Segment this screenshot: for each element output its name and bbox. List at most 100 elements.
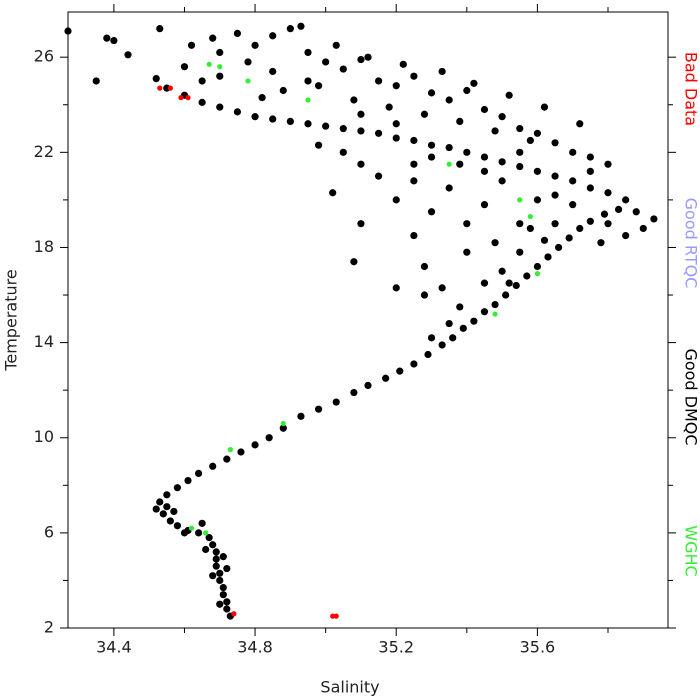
data-point [551,220,559,228]
data-point [604,189,612,197]
data-point [322,122,330,130]
data-point [498,177,506,185]
data-point [219,553,227,561]
data-point [459,324,467,332]
y-tick-label: 18 [34,237,54,256]
data-point [480,201,489,209]
y-tick-label: 6 [44,522,54,541]
data-point [188,525,195,531]
data-point [445,319,453,328]
data-point [217,64,223,70]
data-point [445,96,453,104]
data-point [410,177,418,185]
data-point [206,61,212,67]
data-point [163,503,171,511]
data-point [187,41,196,49]
data-point [569,177,577,185]
data-point [424,350,432,359]
data-point [159,510,167,518]
data-point [166,517,174,525]
data-point [219,583,227,592]
data-point [223,455,231,463]
data-point [163,491,171,499]
data-point [304,120,312,128]
data-point [216,600,224,608]
data-point [533,196,542,204]
data-point [463,86,471,95]
data-point [399,60,407,68]
data-point [244,58,252,66]
data-point [357,110,365,118]
data-point [463,220,471,228]
data-point [333,613,339,619]
data-point [470,317,478,325]
data-point [569,148,577,156]
data-point [470,79,478,87]
data-point [212,555,220,563]
data-point [576,120,584,128]
data-point [198,98,206,106]
data-point [534,271,541,277]
data-point [544,253,552,261]
data-point [586,184,594,192]
data-point [251,113,259,121]
data-point [604,160,612,168]
data-point [427,334,436,342]
data-point [540,236,549,244]
data-point [527,213,533,220]
data-point [438,284,446,292]
data-point [533,129,542,137]
data-point [357,160,365,168]
data-point [427,141,436,149]
data-point [173,484,182,492]
data-point [622,231,630,240]
data-point [410,160,418,168]
data-point [396,367,404,375]
data-point [410,136,418,145]
data-point [392,134,400,142]
data-point [233,29,242,38]
data-point [216,569,224,577]
data-point [305,97,311,103]
data-point [339,148,347,156]
data-point [512,281,520,290]
data-point [526,224,534,233]
data-point [314,82,323,90]
data-point [198,77,206,85]
data-point [314,141,323,149]
data-point [216,72,224,80]
data-point [231,611,237,617]
data-point [480,167,489,175]
data-point [622,196,630,204]
data-point [265,434,273,442]
data-point [480,308,489,316]
data-point [304,77,312,85]
legend-label: Bad Data [682,52,700,126]
data-point [445,184,453,192]
data-point [205,534,213,542]
y-axis-title: Temperature [2,269,21,371]
data-point [374,77,383,85]
data-point [297,412,305,420]
data-point [446,161,452,167]
data-point [269,115,277,123]
data-point [491,300,499,309]
data-point [517,197,523,203]
data-point [614,205,623,214]
data-point [209,34,217,42]
data-point [322,58,330,66]
data-point [357,55,365,64]
data-point [491,127,499,135]
data-point [410,231,418,240]
data-point [173,522,182,530]
data-point [491,239,499,247]
data-point [533,262,542,271]
data-point [650,215,658,223]
data-point [152,74,160,83]
plot-frame [67,11,669,629]
data-point [314,405,323,413]
data-point [194,469,203,478]
data-point [456,303,464,311]
data-point [516,148,524,156]
data-point [420,262,429,271]
